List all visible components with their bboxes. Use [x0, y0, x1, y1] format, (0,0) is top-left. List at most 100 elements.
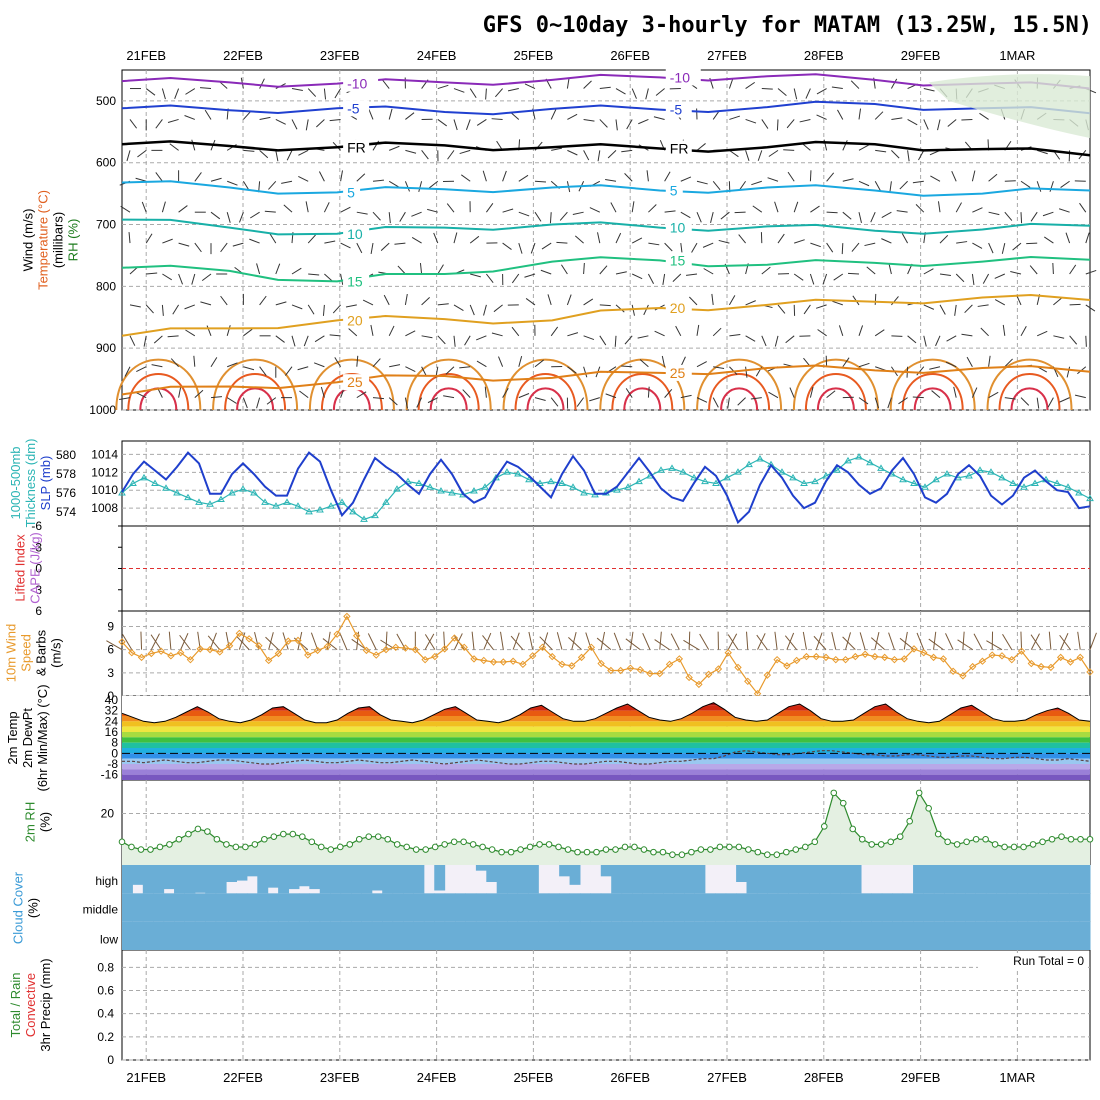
rh-marker	[631, 843, 638, 851]
rh-marker	[261, 835, 268, 843]
wind-barb	[907, 150, 910, 162]
wind-speed-marker	[421, 655, 429, 664]
wind-barb-10m	[670, 633, 680, 650]
wind-barb	[462, 389, 471, 398]
wind-speed-marker	[616, 666, 625, 675]
rh-marker	[1020, 843, 1027, 851]
convective-cell	[611, 373, 674, 411]
wind-barb	[511, 326, 520, 337]
temp-color-band	[122, 726, 1090, 732]
pressure-tick: 500	[96, 94, 116, 108]
wind-barb	[256, 397, 261, 409]
wind-barb	[307, 304, 315, 315]
wind-barb	[1012, 242, 1022, 251]
rh-marker	[317, 843, 325, 851]
wind-barb	[238, 212, 244, 223]
wind-barb	[145, 88, 156, 96]
rh-marker	[972, 835, 980, 843]
wind-barb	[486, 273, 494, 283]
run-total-label: Run Total = 0	[1013, 954, 1084, 968]
rh-marker	[659, 848, 667, 856]
cloud-bar-low	[704, 921, 716, 950]
wind-barb	[437, 84, 449, 90]
wind-barb	[729, 333, 741, 337]
cloud-bar-high	[184, 865, 196, 894]
wind-barb	[184, 304, 195, 310]
thickness-marker	[1031, 479, 1039, 486]
wind-barb	[404, 293, 408, 305]
cloud-bar-high	[486, 865, 498, 882]
wind-barb	[421, 297, 430, 306]
wind-barb	[838, 325, 844, 336]
wind-barb-10m	[585, 632, 592, 650]
cloud-bar-low	[215, 921, 227, 950]
cloud-bar-middle	[673, 893, 685, 922]
precip-tick: 0	[107, 1053, 114, 1067]
ylabel-upper_air: Wind (m/s)	[21, 209, 36, 272]
cloud-bar-middle	[1069, 893, 1081, 922]
convective-cell	[429, 387, 468, 411]
isotherm-label: -10	[670, 69, 690, 85]
thickness-marker	[1009, 479, 1017, 486]
cloud-bar-high	[142, 865, 154, 894]
wind-barb	[210, 396, 223, 399]
wind-barb	[453, 232, 458, 244]
cloud-bar-low	[819, 921, 831, 950]
wind-barb	[583, 80, 592, 89]
thickness-marker	[822, 471, 830, 479]
cloud-bar-middle	[736, 893, 748, 922]
wind-barb	[540, 269, 552, 275]
thickness-marker	[382, 498, 390, 505]
wind-barb	[599, 335, 607, 346]
wind-barb	[464, 335, 471, 346]
cloud-bar-middle	[933, 893, 945, 922]
wind-barb	[566, 77, 570, 89]
cloud-bar-low	[1079, 921, 1091, 950]
rh-marker	[412, 846, 420, 853]
cloud-bar-low	[590, 921, 602, 950]
wind-barb	[826, 211, 838, 214]
wind-barb	[923, 335, 927, 347]
cloud-bar-high	[413, 865, 425, 894]
temp-color-band	[122, 774, 1090, 780]
cloud-bar-high	[840, 865, 852, 894]
cloud-bar-low	[663, 921, 675, 950]
wind-barb	[332, 304, 341, 314]
wind-barb	[305, 119, 309, 131]
cloud-bar-high	[600, 865, 612, 877]
cloud-bar-middle	[205, 893, 217, 922]
thickness-marker	[173, 488, 181, 496]
cloud-bar-middle	[486, 893, 498, 922]
wind-barb-10m	[207, 635, 221, 650]
isotherm-line	[121, 100, 1091, 116]
wind-barb	[323, 88, 327, 100]
rh-marker	[764, 851, 771, 858]
cloud-bar-low	[455, 921, 466, 950]
rh-marker	[583, 848, 591, 856]
wind-barb	[184, 115, 195, 120]
thickness-marker	[800, 479, 808, 486]
wind-barb	[774, 335, 779, 347]
cloud-bar-low	[756, 921, 768, 950]
cloud-bar-low	[486, 921, 498, 950]
wind-barb	[737, 397, 746, 406]
wind-barb	[250, 211, 260, 219]
wind-speed-marker	[352, 632, 361, 640]
cloud-bar-middle	[590, 893, 602, 922]
wind-barb	[388, 180, 399, 188]
dewpoint-line	[122, 750, 1091, 765]
li-tick: -6	[31, 519, 42, 533]
wind-barb	[368, 109, 374, 120]
wind-barb	[1036, 397, 1040, 409]
cloud-bar-low	[715, 921, 727, 950]
wind-barb	[696, 211, 702, 223]
wind-barb-10m	[1002, 633, 1013, 650]
cloud-bar-middle	[777, 893, 789, 922]
precip-tick: 0.6	[97, 984, 114, 998]
wind-barb	[264, 210, 276, 213]
wind-barb	[955, 202, 962, 213]
cloud-bar-low	[861, 921, 872, 950]
thickness-marker	[679, 468, 687, 475]
cloud-bar-low	[913, 921, 924, 950]
rh-marker	[194, 825, 202, 833]
